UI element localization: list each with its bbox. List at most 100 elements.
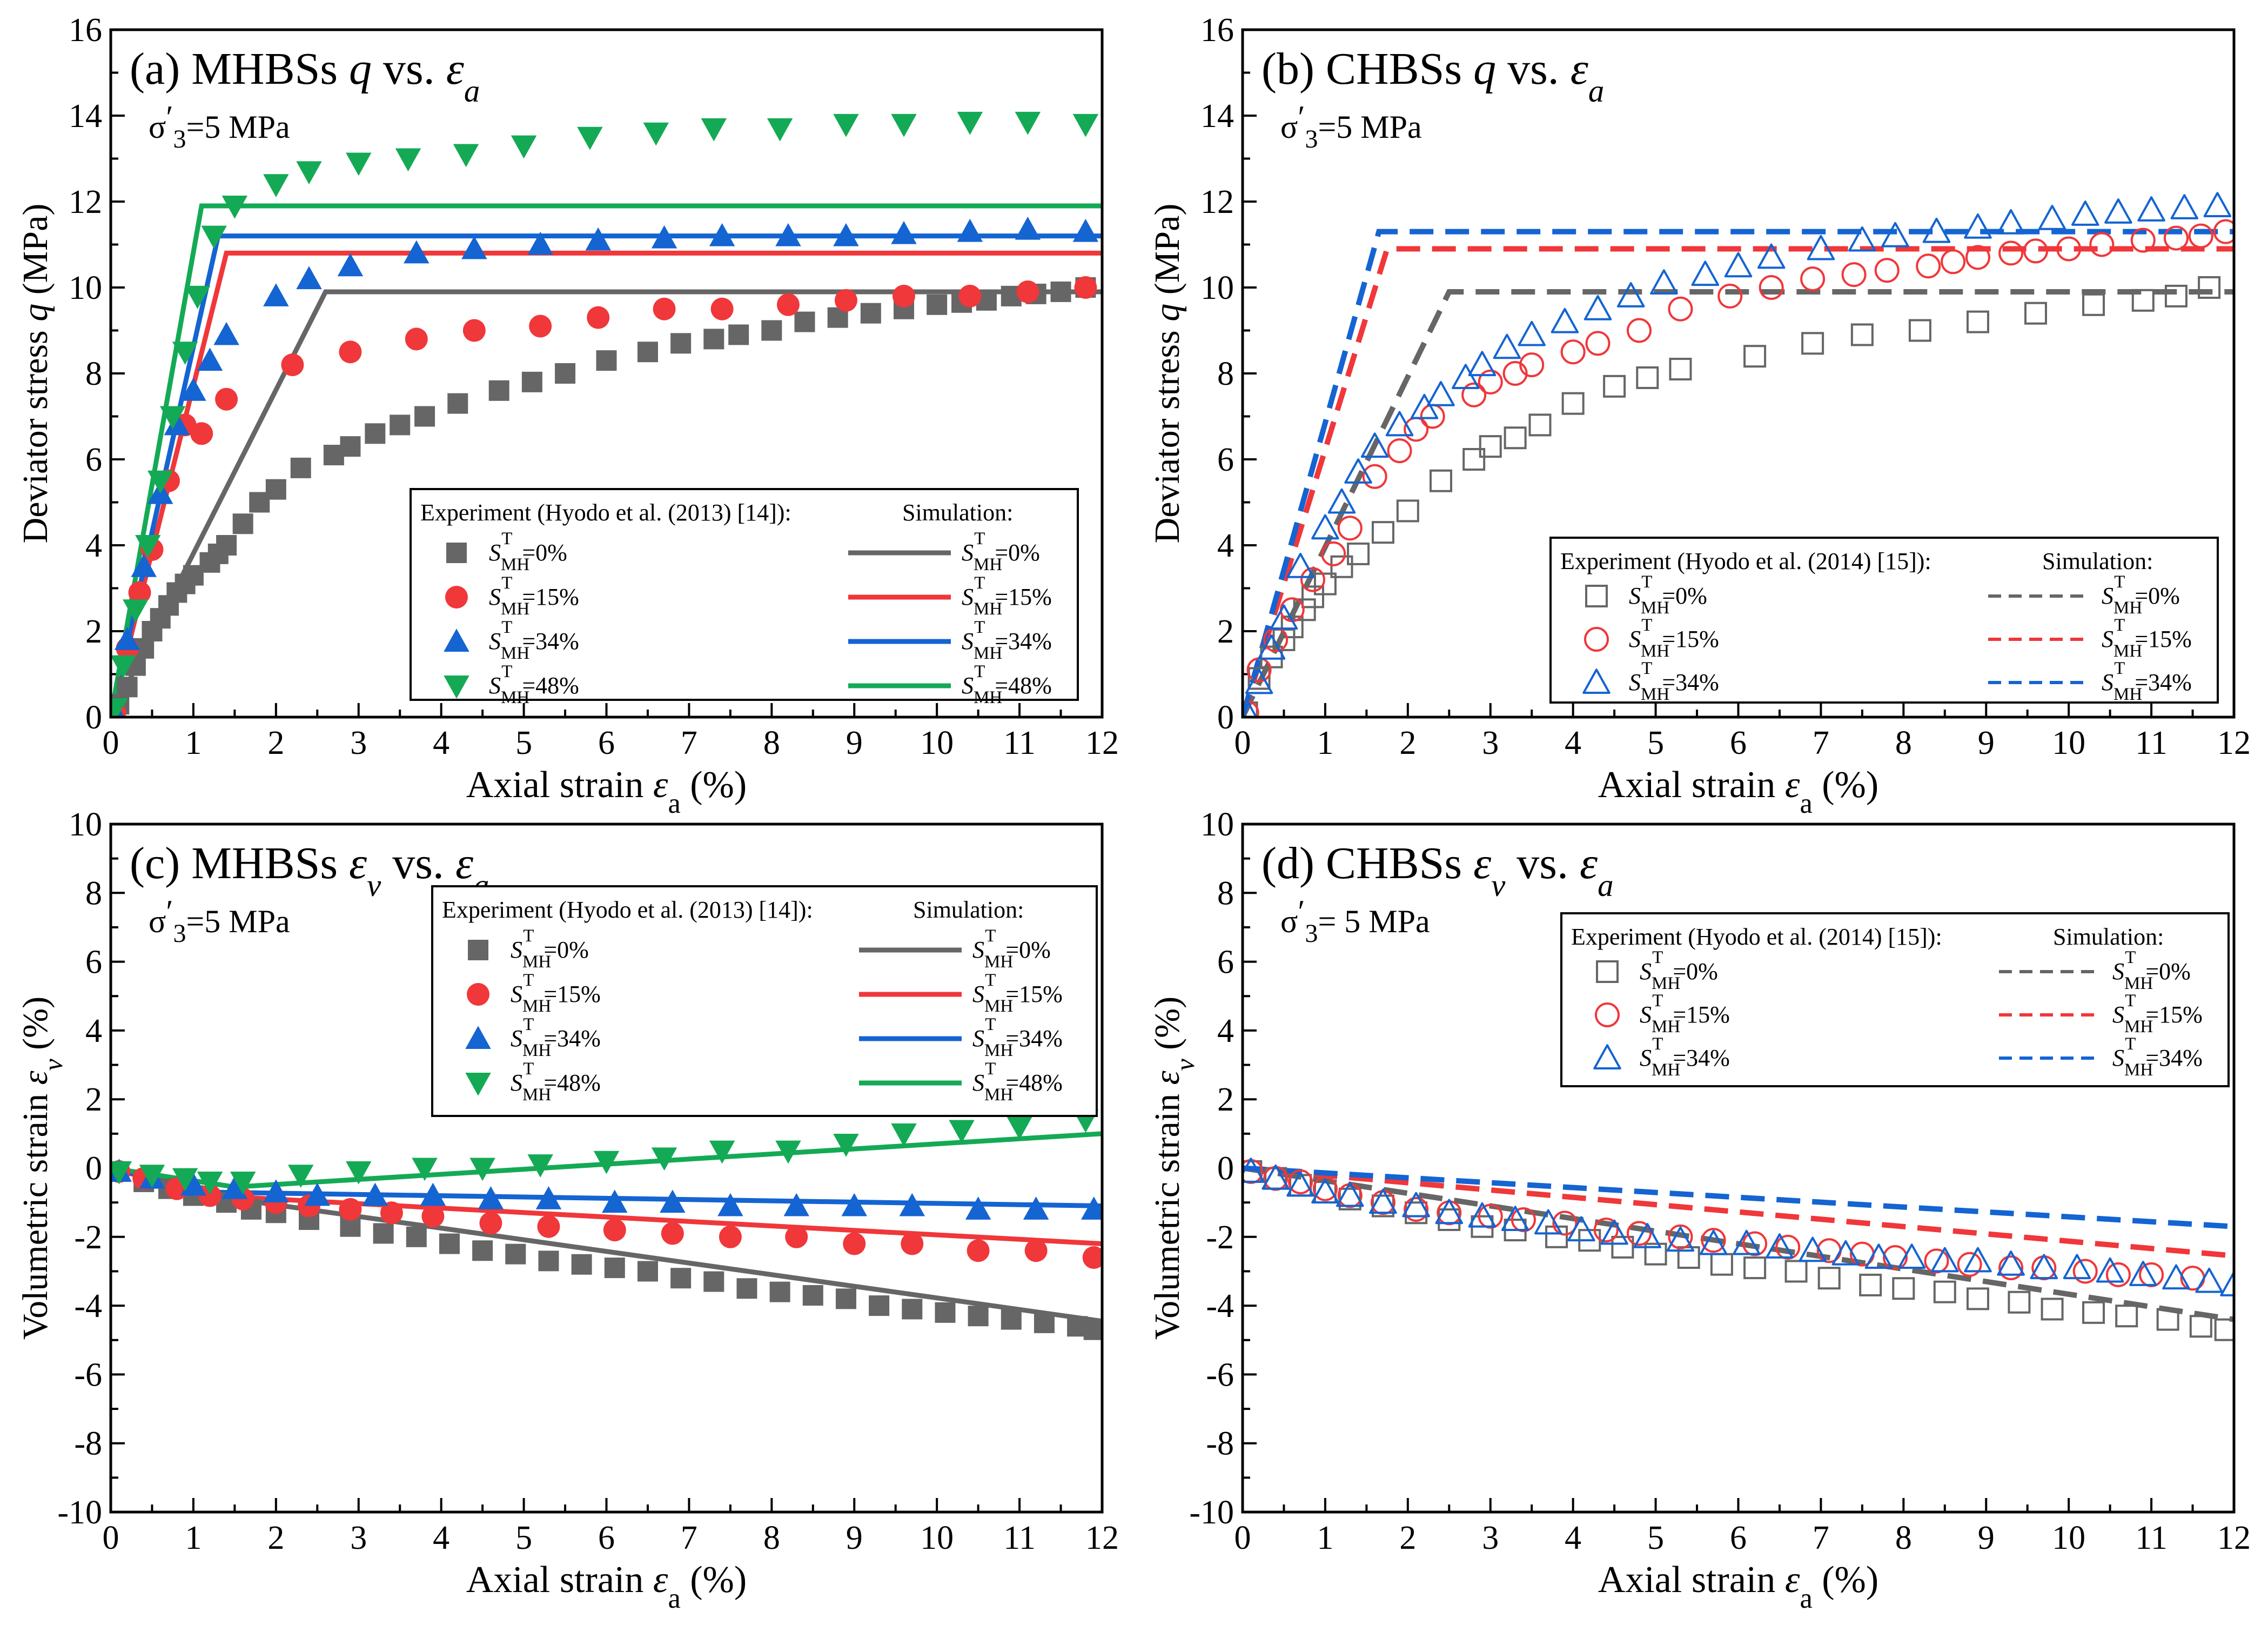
x-tick-label: 12 [2217, 725, 2251, 761]
data-point [1627, 1221, 1652, 1246]
data-point [2072, 1259, 2098, 1284]
data-point [1262, 1164, 1290, 1190]
plot-area [111, 111, 1102, 717]
legend-marker [1593, 1044, 1621, 1069]
data-point [1313, 572, 1337, 596]
data-point [215, 387, 238, 411]
data-point [899, 1193, 925, 1216]
legend: Experiment (Hyodo et al. (2013) [14]): Si… [431, 885, 1098, 1117]
data-point [2156, 1308, 2179, 1331]
data-point [1396, 499, 1419, 523]
x-tick-label: 12 [1085, 725, 1119, 761]
data-point [935, 1302, 956, 1323]
x-tick-label: 8 [763, 725, 780, 761]
data-point [2071, 200, 2099, 226]
data-point [1288, 1169, 1313, 1194]
data-point [602, 1189, 628, 1213]
confining-pressure-label: σ′3=5 MPa [149, 894, 290, 948]
data-point [1286, 1171, 1314, 1197]
panel-title: (b) CHBSs q vs. εa [1262, 44, 1604, 109]
data-point [263, 283, 289, 306]
data-point [1699, 1229, 1728, 1255]
data-point [701, 118, 727, 142]
data-point [967, 1239, 990, 1262]
y-tick-label: 0 [85, 699, 102, 736]
data-point [891, 1123, 917, 1147]
data-point [2195, 1267, 2223, 1293]
data-point [1452, 364, 1480, 389]
data-point [1831, 1240, 1860, 1266]
data-point [1344, 458, 1372, 484]
legend-experiment-title: Experiment (Hyodo et al. (2013) [14]): [442, 897, 813, 923]
data-point [111, 1161, 132, 1185]
x-tick-label: 5 [1647, 1520, 1664, 1556]
data-point [670, 1268, 692, 1289]
data-point [571, 1254, 592, 1275]
legend-marker [467, 983, 489, 1006]
data-point [2038, 205, 2066, 230]
data-point [340, 436, 361, 457]
data-point [197, 1171, 223, 1195]
y-tick-label: 6 [85, 442, 102, 478]
data-point [339, 1198, 362, 1221]
data-point [1301, 585, 1324, 608]
data-point [1336, 1181, 1364, 1207]
data-point [527, 231, 553, 255]
x-tick-label: 5 [515, 725, 532, 761]
y-tick-label: 12 [1200, 184, 1234, 220]
y-tick-label: -4 [74, 1288, 102, 1325]
data-point [1743, 345, 1767, 368]
data-point [1964, 213, 1992, 239]
data-point [1998, 240, 2024, 266]
chart-panel-d: 0 1 2 3 4 5 6 7 8 9 10 11 12-10-8-6-4-20246810Axial … [1148, 806, 2251, 1614]
data-point [1502, 361, 1528, 386]
y-tick-label: 10 [69, 270, 102, 306]
x-tick-label: 7 [1813, 1520, 1829, 1556]
data-point [1257, 634, 1286, 660]
data-point [263, 1179, 289, 1203]
data-point [1461, 382, 1487, 407]
data-point [304, 1182, 331, 1206]
data-point [1717, 283, 1743, 309]
data-point [637, 1261, 658, 1282]
data-point [1669, 358, 1692, 381]
legend-simulation-title: Simulation: [2053, 924, 2164, 950]
data-point [893, 284, 915, 307]
y-tick-label: 4 [1217, 527, 1234, 564]
x-tick-label: 6 [598, 725, 615, 761]
data-point [1293, 598, 1316, 621]
legend-experiment-label: SMHT=0% [511, 926, 589, 972]
legend-marker [465, 1026, 491, 1049]
data-point [535, 1186, 562, 1209]
data-point [1668, 296, 1693, 322]
plot-frame [109, 28, 1104, 719]
x-tick-label: 0 [1234, 1520, 1251, 1556]
x-tick-label: 4 [1565, 725, 1581, 761]
x-tick-label: 12 [2217, 1520, 2251, 1556]
legend: Experiment (Hyodo et al. (2014) [15]): Si… [1560, 912, 2230, 1087]
x-axis-label: Axial strain εa (%) [1598, 1559, 1878, 1614]
data-point [479, 1212, 502, 1235]
data-point [1327, 488, 1356, 514]
y-tick-label: 4 [85, 527, 102, 564]
data-point [1701, 1228, 1726, 1253]
x-tick-label: 9 [846, 1520, 863, 1556]
data-point [1006, 1116, 1032, 1140]
data-point [529, 315, 552, 338]
data-point [527, 1154, 553, 1178]
data-point [197, 347, 223, 371]
y-tick-label: -8 [1206, 1426, 1234, 1462]
data-point [1966, 310, 1989, 333]
data-point [2189, 1315, 2212, 1338]
legend-simulation-label: SMHT=48% [972, 1059, 1063, 1105]
data-point [841, 1193, 867, 1216]
data-point [2008, 1290, 2031, 1314]
legend-simulation-title: Simulation: [2042, 548, 2153, 574]
x-axis-label: Axial strain εa (%) [1598, 764, 1878, 819]
data-point [472, 1240, 493, 1261]
legend-box [1549, 537, 2219, 704]
data-point [869, 1295, 890, 1316]
data-point [643, 122, 669, 146]
legend-simulation-title: Simulation: [902, 499, 1013, 526]
